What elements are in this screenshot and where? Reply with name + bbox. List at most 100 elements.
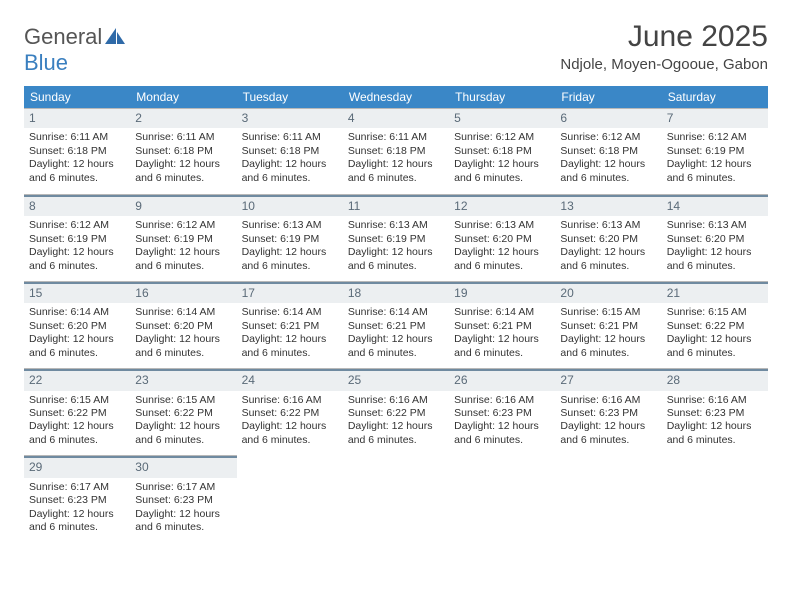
day-cell: 7Sunrise: 6:12 AMSunset: 6:19 PMDaylight… [662,108,768,194]
sunset-value: 6:23 PM [68,494,107,506]
sunset-line: Sunset: 6:22 PM [667,320,763,333]
sunset-line: Sunset: 6:22 PM [242,407,338,420]
sunset-value: 6:19 PM [174,233,213,245]
daylight-value: 12 hours and 6 minutes. [29,333,114,358]
sunset-line: Sunset: 6:20 PM [454,233,550,246]
sunset-line: Sunset: 6:23 PM [29,494,125,507]
sunset-line: Sunset: 6:19 PM [348,233,444,246]
daylight-value: 12 hours and 6 minutes. [560,333,645,358]
daylight-value: 12 hours and 6 minutes. [135,246,220,271]
sunrise-value: 6:13 AM [389,219,428,231]
daylight-value: 12 hours and 6 minutes. [454,420,539,445]
sunrise-value: 6:12 AM [496,131,535,143]
sunrise-line: Sunrise: 6:13 AM [348,219,444,232]
daylight-line: Daylight: 12 hours and 6 minutes. [667,246,763,273]
weekday-tuesday: Tuesday [237,86,343,108]
day-body: Sunrise: 6:13 AMSunset: 6:20 PMDaylight:… [555,219,661,273]
daylight-value: 12 hours and 6 minutes. [348,246,433,271]
sunrise-line: Sunrise: 6:11 AM [29,131,125,144]
day-cell: 29 Sunrise: 6:17 AMSunset: 6:23 PMDayligh… [24,455,130,542]
daylight-value: 12 hours and 6 minutes. [348,333,433,358]
day-cell: 1Sunrise: 6:11 AMSunset: 6:18 PMDaylight… [24,108,130,194]
daylight-value: 12 hours and 6 minutes. [242,333,327,358]
sunset-line: Sunset: 6:21 PM [454,320,550,333]
sunset-value: 6:21 PM [280,320,319,332]
empty-cell [449,455,555,542]
day-body: Sunrise: 6:17 AMSunset: 6:23 PMDaylight:… [24,481,130,535]
day-body: Sunrise: 6:13 AMSunset: 6:19 PMDaylight:… [343,219,449,273]
day-number: 26 [449,369,555,390]
title-block: June 2025 Ndjole, Moyen-Ogooue, Gabon [560,20,768,73]
sunset-line: Sunset: 6:23 PM [135,494,231,507]
day-cell: 12Sunrise: 6:13 AMSunset: 6:20 PMDayligh… [449,194,555,281]
daylight-line: Daylight: 12 hours and 6 minutes. [560,246,656,273]
sunrise-line: Sunrise: 6:13 AM [242,219,338,232]
day-body: Sunrise: 6:11 AMSunset: 6:18 PMDaylight:… [130,131,236,185]
day-body: Sunrise: 6:12 AMSunset: 6:18 PMDaylight:… [555,131,661,185]
logo-text: General Blue [24,24,125,76]
day-body: Sunrise: 6:14 AMSunset: 6:21 PMDaylight:… [343,306,449,360]
sunset-value: 6:18 PM [68,145,107,157]
daylight-line: Daylight: 12 hours and 6 minutes. [242,420,338,447]
sunrise-value: 6:14 AM [389,306,428,318]
day-cell: 24Sunrise: 6:16 AMSunset: 6:22 PMDayligh… [237,368,343,455]
day-cell: 6Sunrise: 6:12 AMSunset: 6:18 PMDaylight… [555,108,661,194]
daylight-value: 12 hours and 6 minutes. [667,246,752,271]
sunset-value: 6:23 PM [599,407,638,419]
sunrise-line: Sunrise: 6:14 AM [135,306,231,319]
weekday-saturday: Saturday [662,86,768,108]
day-number: 27 [555,369,661,390]
day-cell: 8Sunrise: 6:12 AMSunset: 6:19 PMDaylight… [24,194,130,281]
sunrise-value: 6:15 AM [708,306,747,318]
day-number: 28 [662,369,768,390]
daylight-line: Daylight: 12 hours and 6 minutes. [135,333,231,360]
sunrise-line: Sunrise: 6:13 AM [560,219,656,232]
sunrise-value: 6:13 AM [708,219,747,231]
day-number: 18 [343,282,449,303]
day-number: 21 [662,282,768,303]
sunrise-line: Sunrise: 6:17 AM [29,481,125,494]
sunset-line: Sunset: 6:18 PM [29,145,125,158]
sunrise-value: 6:17 AM [70,481,109,493]
daylight-line: Daylight: 12 hours and 6 minutes. [29,508,125,535]
daylight-value: 12 hours and 6 minutes. [667,420,752,445]
sunset-value: 6:19 PM [705,145,744,157]
sunset-line: Sunset: 6:21 PM [242,320,338,333]
day-cell: 22Sunrise: 6:15 AMSunset: 6:22 PMDayligh… [24,368,130,455]
daylight-line: Daylight: 12 hours and 6 minutes. [29,246,125,273]
sunrise-value: 6:14 AM [70,306,109,318]
day-number: 16 [130,282,236,303]
day-body: Sunrise: 6:16 AMSunset: 6:22 PMDaylight:… [343,394,449,448]
daylight-value: 12 hours and 6 minutes. [135,333,220,358]
day-cell: 18 Sunrise: 6:14 AMSunset: 6:21 PMDayligh… [343,281,449,368]
sunrise-line: Sunrise: 6:17 AM [135,481,231,494]
daylight-line: Daylight: 12 hours and 6 minutes. [560,158,656,185]
day-cell: 15Sunrise: 6:14 AMSunset: 6:20 PMDayligh… [24,281,130,368]
daylight-value: 12 hours and 6 minutes. [560,246,645,271]
day-cell: 14Sunrise: 6:13 AMSunset: 6:20 PMDayligh… [662,194,768,281]
day-number: 29 [24,456,130,477]
sunrise-line: Sunrise: 6:11 AM [348,131,444,144]
calendar-grid: Sunday Monday Tuesday Wednesday Thursday… [24,86,768,542]
daylight-line: Daylight: 12 hours and 6 minutes. [454,420,550,447]
daylight-value: 12 hours and 6 minutes. [667,333,752,358]
daylight-value: 12 hours and 6 minutes. [242,246,327,271]
daylight-value: 12 hours and 6 minutes. [454,333,539,358]
daylight-line: Daylight: 12 hours and 6 minutes. [135,508,231,535]
empty-cell [343,455,449,542]
sunrise-value: 6:13 AM [283,219,322,231]
sunset-line: Sunset: 6:23 PM [560,407,656,420]
day-cell: 9Sunrise: 6:12 AMSunset: 6:19 PMDaylight… [130,194,236,281]
sunset-line: Sunset: 6:23 PM [667,407,763,420]
day-body: Sunrise: 6:12 AMSunset: 6:19 PMDaylight:… [662,131,768,185]
day-body: Sunrise: 6:16 AMSunset: 6:23 PMDaylight:… [555,394,661,448]
sunset-value: 6:19 PM [280,233,319,245]
sunrise-line: Sunrise: 6:13 AM [454,219,550,232]
sunset-value: 6:20 PM [174,320,213,332]
sunrise-line: Sunrise: 6:12 AM [29,219,125,232]
week-row: 8Sunrise: 6:12 AMSunset: 6:19 PMDaylight… [24,194,768,281]
daylight-line: Daylight: 12 hours and 6 minutes. [242,246,338,273]
sunset-value: 6:18 PM [493,145,532,157]
weekday-wednesday: Wednesday [343,86,449,108]
sunset-value: 6:21 PM [599,320,638,332]
